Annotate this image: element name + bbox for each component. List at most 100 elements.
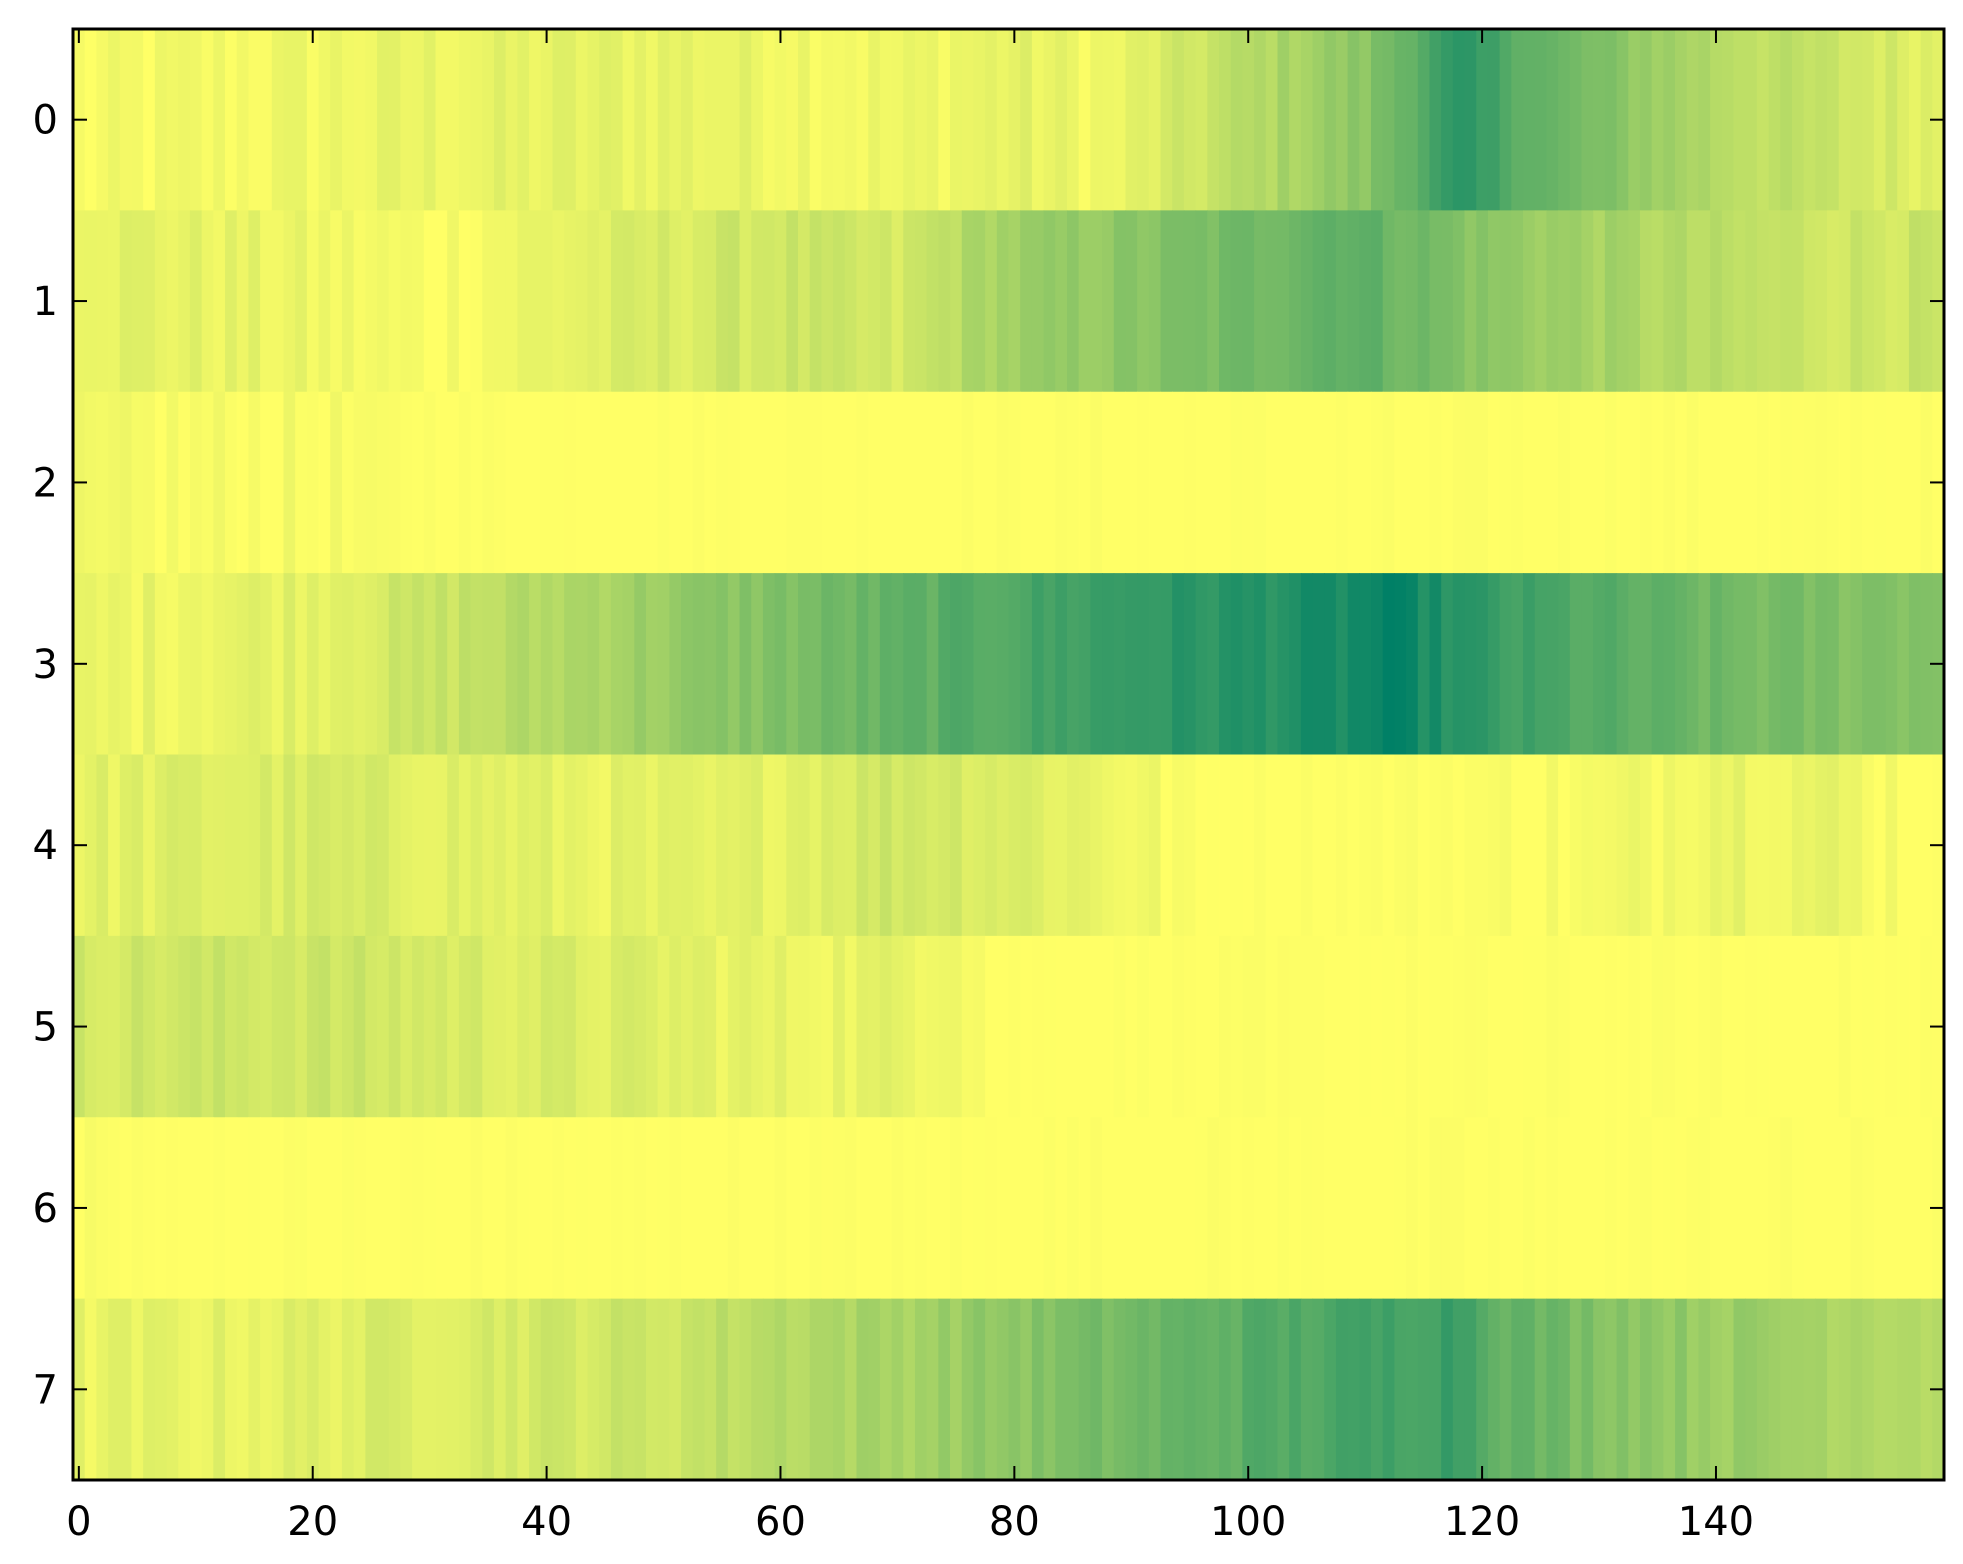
heatmap-cell [751,573,764,756]
heatmap-cell [798,29,811,211]
heatmap-cell [505,1298,518,1481]
heatmap-cell [669,573,682,756]
heatmap-cell [1382,391,1395,574]
heatmap-cell [248,29,261,211]
x-axis: 0 20 40 60 80 100 120 140 [66,29,1754,1545]
heatmap-cell [96,1298,109,1481]
heatmap-cell [809,935,822,1118]
heatmap-cell [482,1117,495,1300]
heatmap-cell [657,1298,670,1481]
heatmap-cell [704,391,717,574]
heatmap-cell [1604,210,1618,393]
heatmap-cell [482,1298,495,1481]
x-tick-label: 40 [521,1499,572,1545]
heatmap-cell [1686,573,1700,756]
heatmap-cell [213,935,226,1118]
heatmap-cell [1137,1117,1150,1300]
heatmap-cell [1639,1298,1653,1481]
heatmap-cell [377,935,390,1118]
heatmap-cell [1616,391,1629,574]
heatmap-cell [1008,754,1021,937]
heatmap-cell [879,1117,893,1300]
heatmap-cell [1464,1298,1477,1481]
heatmap-cell [377,391,390,574]
heatmap-cell [412,391,425,574]
heatmap-cell [84,1298,97,1481]
heatmap-cell [435,935,448,1118]
heatmap-cell [1324,1117,1337,1300]
heatmap-cell [1663,391,1676,574]
heatmap-cell [365,29,378,211]
heatmap-cell [423,391,437,574]
heatmap-cell [458,391,472,574]
heatmap-cell [610,391,624,574]
heatmap-cell [938,573,951,756]
heatmap-cell [330,1117,343,1300]
heatmap-cell [1371,754,1384,937]
heatmap-cell [1768,1298,1781,1481]
heatmap-cell [1710,1117,1723,1300]
heatmap-cell [1148,391,1162,574]
heatmap-cell [248,210,261,393]
heatmap-cell [809,1298,822,1481]
heatmap-cell [564,935,577,1118]
heatmap-cell [774,1298,787,1481]
heatmap-cell [1195,391,1208,574]
heatmap-cell [529,1298,542,1481]
heatmap-cell [1651,1298,1664,1481]
heatmap-cell [1020,1298,1033,1481]
heatmap-cell [610,210,624,393]
heatmap-cell [1008,210,1021,393]
heatmap-cell [610,1117,624,1300]
heatmap-cell [739,935,752,1118]
heatmap-cell [1920,935,1933,1118]
heatmap-cell [283,573,296,756]
heatmap-cell [505,210,518,393]
heatmap-cell [833,754,846,937]
heatmap-cell [505,754,518,937]
heatmap-cell [1885,391,1898,574]
heatmap-cell [1148,1117,1162,1300]
heatmap-cell [529,29,542,211]
heatmap-cell [1148,29,1162,211]
heatmap-cell [1394,573,1407,756]
heatmap-cell [1335,935,1349,1118]
heatmap-cell [283,935,296,1118]
heatmap-cell [493,754,507,937]
heatmap-cell [1031,754,1045,937]
heatmap-cell [1300,29,1314,211]
heatmap-cell [1254,573,1267,756]
heatmap-cell [295,210,308,393]
heatmap-cell [341,1117,355,1300]
heatmap-cell [1768,29,1781,211]
heatmap-cell [400,935,413,1118]
heatmap-cell [1487,29,1501,211]
heatmap-cell [739,29,752,211]
heatmap-cell [1090,1298,1103,1481]
heatmap-cell [1791,1298,1805,1481]
heatmap-cell [1756,573,1770,756]
heatmap-cell [435,1117,448,1300]
heatmap-cell [517,573,530,756]
heatmap-cell [388,935,402,1118]
heatmap-cell [400,754,413,937]
heatmap-cell [1031,935,1045,1118]
heatmap-cell [645,935,659,1118]
heatmap-cell [622,573,635,756]
heatmap-cell [1066,391,1080,574]
heatmap-cell [131,29,144,211]
heatmap-cell [1078,391,1091,574]
heatmap-cell [1160,573,1173,756]
heatmap-cell [306,573,320,756]
heatmap-cell [716,1298,729,1481]
heatmap-cell [1429,935,1442,1118]
heatmap-cell [306,935,320,1118]
heatmap-cell [1464,573,1477,756]
heatmap-cell [809,754,822,937]
heatmap-cell [996,29,1010,211]
heatmap-cell [821,935,834,1118]
heatmap-cell [996,573,1010,756]
heatmap-cell [762,1298,776,1481]
heatmap-cell [1581,210,1594,393]
heatmap-cell [1569,1117,1583,1300]
